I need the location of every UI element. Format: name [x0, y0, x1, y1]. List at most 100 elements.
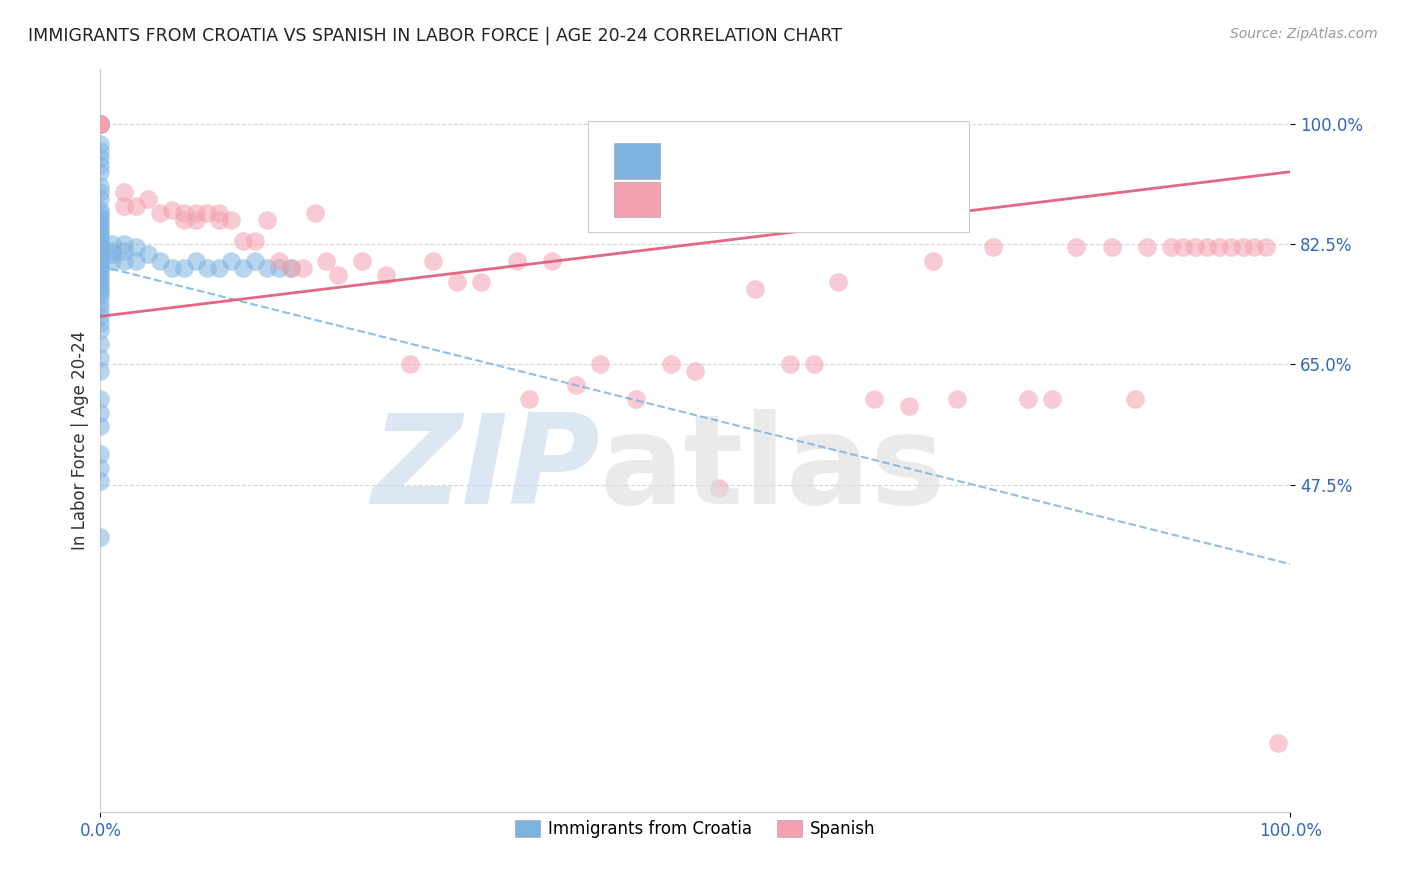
Point [1017, 392, 1039, 406]
Point [101, 237, 124, 252]
Point [136, 247, 159, 261]
Point [315, 254, 337, 268]
Point [89, 230, 111, 244]
Point [89, 295, 111, 310]
Point [89, 117, 111, 131]
Point [149, 206, 172, 220]
Point [89, 244, 111, 258]
Point [89, 117, 111, 131]
Point [136, 192, 159, 206]
Point [565, 378, 588, 392]
Text: R =: R = [672, 152, 710, 169]
Point [89, 268, 111, 282]
Point [89, 240, 111, 254]
Point [89, 364, 111, 378]
Point [446, 275, 468, 289]
Point [89, 117, 111, 131]
Point [112, 244, 135, 258]
Point [184, 206, 207, 220]
Text: ZIP: ZIP [371, 409, 600, 531]
Point [208, 206, 231, 220]
Point [328, 268, 350, 282]
Point [184, 213, 207, 227]
Point [1160, 240, 1182, 254]
Point [89, 261, 111, 276]
Point [89, 223, 111, 237]
Point [89, 316, 111, 330]
Point [219, 213, 242, 227]
Point [661, 358, 683, 372]
Point [422, 254, 444, 268]
Point [89, 406, 111, 420]
Point [89, 336, 111, 351]
Text: 0.209: 0.209 [718, 190, 776, 209]
Point [173, 206, 195, 220]
Point [197, 206, 219, 220]
Point [89, 117, 111, 131]
Point [1171, 240, 1194, 254]
Point [89, 117, 111, 131]
Point [243, 254, 266, 268]
Point [89, 178, 111, 193]
Point [89, 251, 111, 265]
Point [173, 213, 195, 227]
Point [744, 282, 766, 296]
Point [149, 254, 172, 268]
Point [89, 530, 111, 544]
Bar [614, 181, 659, 217]
Point [624, 392, 647, 406]
Point [304, 206, 326, 220]
Point [1101, 240, 1123, 254]
Point [1219, 240, 1241, 254]
Point [89, 144, 111, 158]
Text: Source: ZipAtlas.com: Source: ZipAtlas.com [1230, 27, 1378, 41]
Point [208, 261, 231, 276]
Point [1267, 736, 1289, 750]
Point [1243, 240, 1265, 254]
Point [232, 261, 254, 276]
Point [89, 310, 111, 324]
Point [862, 392, 884, 406]
Point [267, 254, 290, 268]
Point [352, 254, 374, 268]
Point [160, 261, 183, 276]
Point [267, 261, 290, 276]
FancyBboxPatch shape [588, 120, 969, 232]
Point [89, 475, 111, 489]
Point [89, 285, 111, 300]
Point [208, 213, 231, 227]
Point [1184, 240, 1206, 254]
Point [184, 254, 207, 268]
Point [89, 117, 111, 131]
Point [112, 254, 135, 268]
Point [89, 288, 111, 302]
Point [89, 117, 111, 131]
Point [89, 219, 111, 234]
Y-axis label: In Labor Force | Age 20-24: In Labor Force | Age 20-24 [72, 331, 89, 549]
Point [1195, 240, 1218, 254]
Point [89, 460, 111, 475]
Point [125, 240, 148, 254]
Text: R =: R = [672, 190, 716, 209]
Point [89, 392, 111, 406]
Point [160, 202, 183, 217]
Point [89, 264, 111, 278]
Point [89, 278, 111, 293]
Text: IMMIGRANTS FROM CROATIA VS SPANISH IN LABOR FORCE | AGE 20-24 CORRELATION CHART: IMMIGRANTS FROM CROATIA VS SPANISH IN LA… [28, 27, 842, 45]
Text: 74: 74 [851, 152, 875, 169]
Point [280, 261, 302, 276]
Point [89, 254, 111, 268]
Point [219, 254, 242, 268]
Point [112, 199, 135, 213]
Point [89, 210, 111, 224]
Point [89, 237, 111, 252]
Point [291, 261, 314, 276]
Point [112, 237, 135, 252]
Bar [614, 143, 659, 178]
Point [89, 117, 111, 131]
Point [89, 216, 111, 230]
Point [779, 358, 801, 372]
Point [89, 117, 111, 131]
Point [89, 302, 111, 317]
Point [89, 351, 111, 365]
